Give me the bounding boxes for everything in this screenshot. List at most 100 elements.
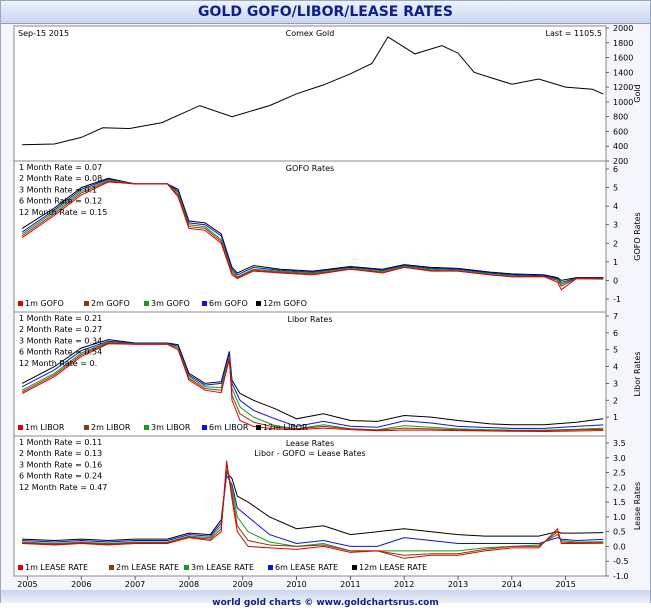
y-tick-label: 3.0 — [613, 454, 626, 463]
panel-title: Lease Rates — [286, 439, 334, 448]
legend-swatch — [18, 565, 23, 570]
series-line-comex-gold — [22, 36, 604, 146]
chart-title: GOLD GOFO/LIBOR/LEASE RATES — [198, 4, 453, 20]
y-tick-label: 2000 — [613, 24, 633, 33]
y-tick-label: 3 — [613, 379, 618, 388]
rate-readout: 2 Month Rate = 0.08 — [19, 174, 102, 183]
y-tick-label: 400 — [613, 142, 628, 151]
y-tick-label: 200 — [613, 157, 628, 166]
y-axis-label: Lease Rates — [633, 482, 642, 530]
y-tick-label: 2 — [613, 396, 618, 405]
legend-label: 1m LEASE RATE — [25, 563, 88, 572]
x-tick-label: 2007 — [125, 580, 145, 589]
y-tick-label: 5 — [613, 184, 618, 193]
legend-label: 12m GOFO — [263, 299, 307, 308]
y-tick-label: 1.0 — [613, 513, 626, 522]
legend-label: 2m GOFO — [91, 299, 130, 308]
legend-label: 3m GOFO — [151, 299, 190, 308]
legend-swatch — [84, 425, 89, 430]
legend-label: 1m GOFO — [25, 299, 64, 308]
x-axis: 2005 2006 2007 2008 2009 2010 2011 2012 2013 2014… — [17, 576, 576, 589]
legend-swatch — [144, 301, 149, 306]
legend-label: 1m LIBOR — [25, 423, 65, 432]
rate-readout: 1 Month Rate = 0.11 — [19, 438, 102, 447]
legend-swatch — [256, 425, 261, 430]
x-tick-label: 2010 — [286, 580, 306, 589]
y-tick-label: 4 — [613, 363, 618, 372]
legend-label: 3m LEASE RATE — [191, 563, 254, 572]
y-axis-label: Libor Rates — [633, 352, 642, 397]
rate-readout: 6 Month Rate = 0.12 — [19, 197, 102, 206]
x-tick-label: 2005 — [17, 580, 37, 589]
legend-label: 6m GOFO — [209, 299, 248, 308]
legend-swatch — [84, 301, 89, 306]
panel-libor: 1 2 3 4 5 6 7 Libor Rates Libor Rates 1 Month Rat… — [13, 311, 642, 437]
legend-swatch — [256, 301, 261, 306]
footer: world gold charts © www.goldchartsrus.co… — [1, 590, 650, 608]
y-tick-label: 0.0 — [613, 542, 626, 551]
legend-label: 3m LIBOR — [151, 423, 191, 432]
panel-box — [13, 25, 607, 162]
x-tick-label: 2011 — [340, 580, 360, 589]
x-tick-label: 2006 — [71, 580, 91, 589]
series-line-1m-lease-rate — [22, 460, 604, 559]
legend-swatch — [144, 425, 149, 430]
y-tick-label: 800 — [613, 113, 628, 122]
panel-box — [13, 160, 607, 313]
x-tick-label: 2014 — [502, 580, 522, 589]
legend-swatch — [184, 565, 189, 570]
y-tick-label: 2.5 — [613, 469, 626, 478]
series-line-6m-lease-rate — [22, 473, 604, 547]
rate-readout: 2 Month Rate = 0.27 — [19, 325, 102, 334]
legend-label: 2m LEASE RATE — [116, 563, 179, 572]
rate-readout: 12 Month Rate = 0.15 — [19, 208, 107, 217]
legend-label: 12m LEASE RATE — [359, 563, 427, 572]
panel-title: Comex Gold — [286, 29, 335, 38]
panel-gofo: -1 0 1 2 3 4 5 6 GOFO Rates GOFO Rates 1 Month Rat… — [13, 160, 642, 313]
legend-swatch — [18, 425, 23, 430]
rate-readout: 3 Month Rate = 0.1 — [19, 185, 97, 194]
panel-gold: 200 400 600 800 1000 1200 1400 1600 1800 2000 Gold… — [13, 24, 642, 166]
panel-last-value: Last = 1105.5 — [546, 29, 602, 38]
legend-swatch — [109, 565, 114, 570]
panel-subtitle: Libor - GOFO = Lease Rates — [254, 449, 365, 458]
y-tick-label: 1400 — [613, 68, 633, 77]
legend-swatch — [18, 301, 23, 306]
legend-swatch — [268, 565, 273, 570]
y-tick-label: -1.0 — [613, 572, 629, 581]
x-tick-label: 2013 — [448, 580, 468, 589]
panel-date: Sep-15 2015 — [18, 29, 69, 38]
panel-title: Libor Rates — [288, 315, 333, 324]
series-line-2m-lease-rate — [22, 463, 604, 556]
y-axis-label: GOFO Rates — [633, 212, 642, 260]
y-tick-label: 1200 — [613, 83, 633, 92]
panel-box — [13, 311, 607, 437]
y-tick-label: 7 — [613, 312, 618, 321]
y-tick-label: 1000 — [613, 98, 633, 107]
y-tick-label: 600 — [613, 127, 628, 136]
y-tick-label: 5 — [613, 346, 618, 355]
rate-readout: 1 Month Rate = 0.21 — [19, 314, 102, 323]
rate-readout: 2 Month Rate = 0.13 — [19, 449, 102, 458]
y-tick-label: 1600 — [613, 54, 633, 63]
x-tick-label: 2008 — [179, 580, 199, 589]
y-tick-label: 1.5 — [613, 498, 626, 507]
y-tick-label: 3.5 — [613, 439, 626, 448]
y-tick-label: 1 — [613, 413, 618, 422]
legend-swatch — [202, 301, 207, 306]
y-tick-label: 0.5 — [613, 528, 626, 537]
y-axis-label: Gold — [633, 84, 642, 102]
legend-label: 6m LEASE RATE — [275, 563, 338, 572]
footer-credit: world gold charts © www.goldchartsrus.co… — [212, 598, 439, 608]
x-tick-label: 2012 — [394, 580, 414, 589]
series-line-1m-gofo — [21, 181, 604, 291]
series-line-12m-lease-rate — [22, 471, 604, 542]
rate-readout: 6 Month Rate = 0.54 — [19, 348, 102, 357]
y-tick-label: 2.0 — [613, 483, 626, 492]
panel-box — [13, 435, 607, 577]
y-tick-label: 2 — [613, 239, 618, 248]
x-tick-label: 2015 — [555, 580, 575, 589]
y-tick-label: 6 — [613, 329, 618, 338]
legend-label: 2m LIBOR — [91, 423, 131, 432]
